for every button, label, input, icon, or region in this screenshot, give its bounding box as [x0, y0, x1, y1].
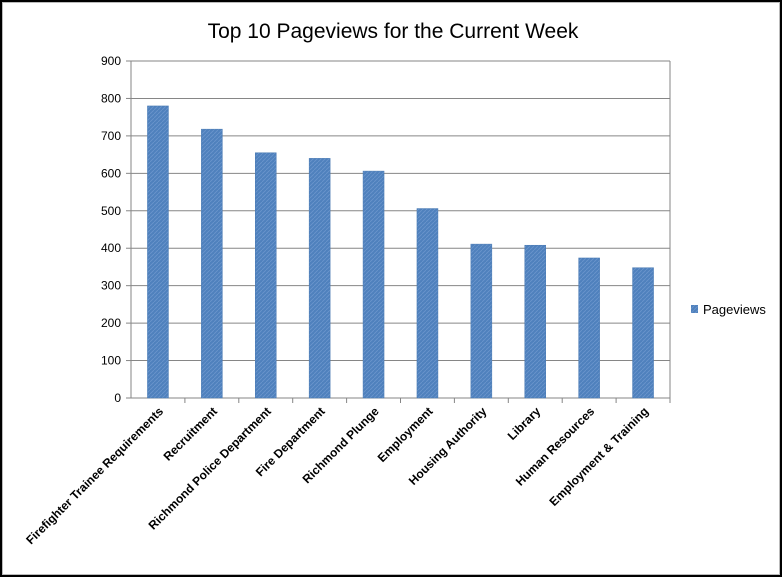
y-tick-label: 700 [101, 129, 121, 143]
legend-label: Pageviews [703, 302, 766, 317]
bars [147, 105, 654, 399]
bar [416, 208, 439, 399]
bar [470, 243, 493, 399]
y-tick-labels: 0 100 200 300 400 500 600 700 800 900 [101, 54, 121, 405]
bar [524, 244, 546, 399]
bar [362, 170, 385, 399]
x-tick-label: Recruitment [161, 404, 220, 463]
y-tick-label: 100 [101, 354, 121, 368]
x-tick-label: Employment & Training [547, 404, 652, 509]
x-tick-labels: Firefighter Trainee RequirementsRecruitm… [23, 404, 651, 547]
x-tick-label: Employment [375, 404, 436, 465]
y-tick-label: 800 [101, 91, 121, 105]
legend-swatch [691, 305, 698, 313]
legend: Pageviews [691, 302, 766, 317]
x-tick-label: Library [505, 404, 544, 443]
y-tick-label: 400 [101, 241, 121, 255]
bar [201, 128, 223, 399]
bar [578, 257, 600, 399]
y-tick-label: 600 [101, 166, 121, 180]
bar [255, 152, 277, 399]
y-tick-label: 0 [114, 391, 121, 405]
y-tick-label: 500 [101, 204, 121, 218]
y-tick-label: 300 [101, 279, 121, 293]
bar [147, 105, 169, 399]
y-tick-label: 200 [101, 316, 121, 330]
x-tick-label: Firefighter Trainee Requirements [23, 404, 166, 547]
bar [632, 267, 654, 399]
bar [308, 158, 331, 399]
chart-title: Top 10 Pageviews for the Current Week [208, 20, 579, 43]
y-tick-label: 900 [101, 54, 121, 68]
